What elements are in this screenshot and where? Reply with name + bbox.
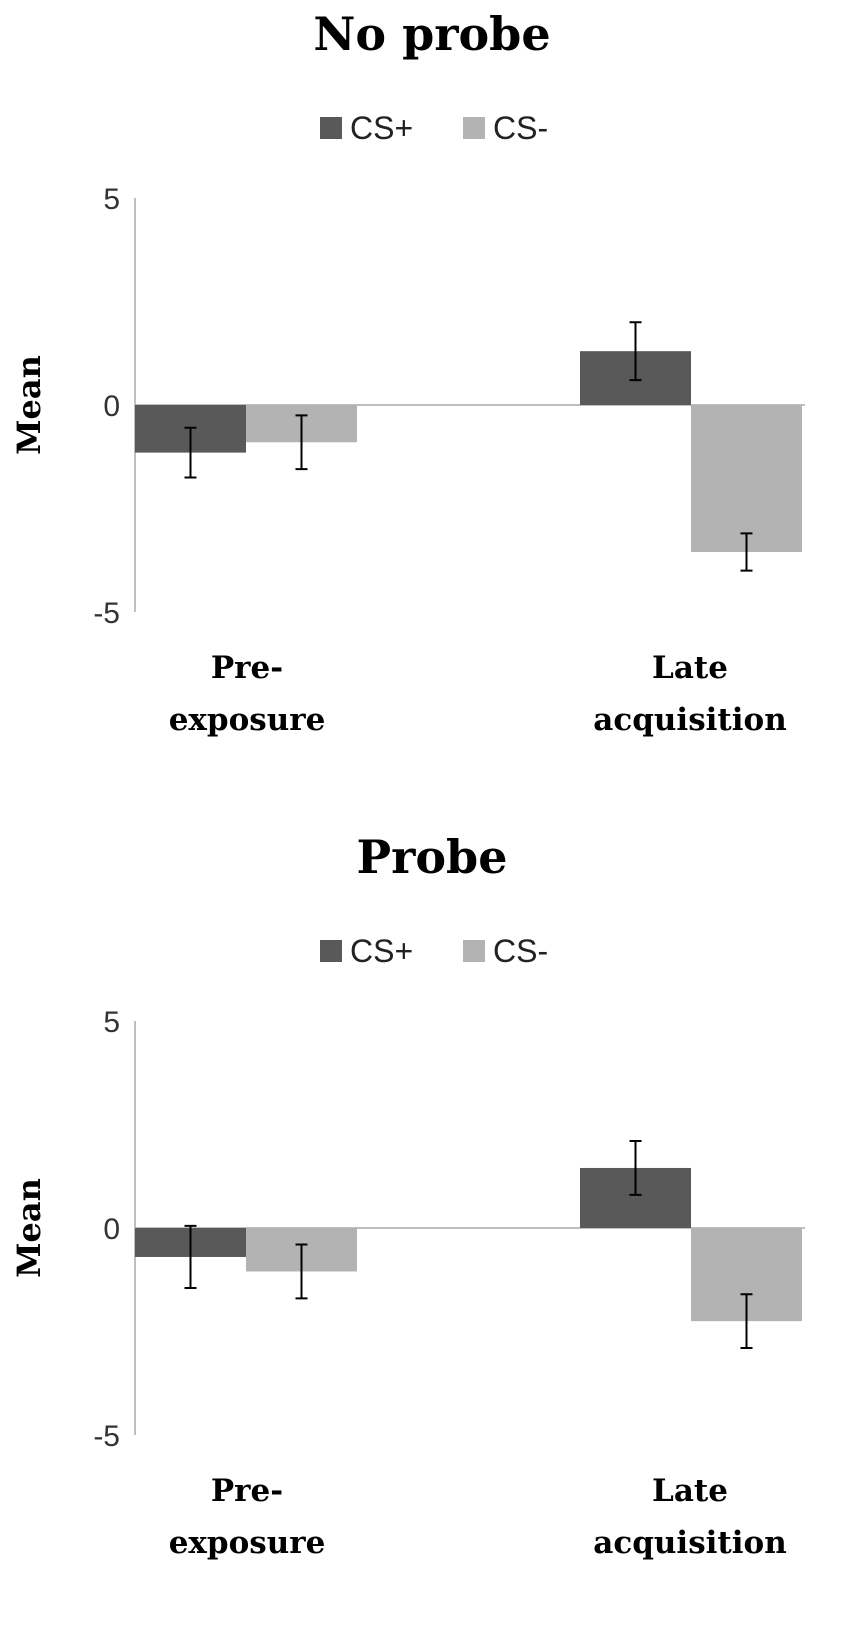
bar-cs-minus-late-acquisition [691,405,802,552]
x-category-label-late-line2: acquisition [593,702,787,738]
legend-swatch-cs-minus [463,117,485,139]
error-bar-cs-minus-pre-exposure [295,1243,308,1300]
error-bar-cs-plus-late-acquisition [629,1140,642,1196]
error-bar-cs-minus-pre-exposure [295,414,308,471]
x-category-label-late-line1: Late [652,1473,728,1509]
y-axis-label: Mean [10,355,48,455]
x-category-label-pre-line2: exposure [169,702,326,738]
bars-group [135,321,802,572]
y-tick-label-max: 5 [103,183,120,216]
chart-probe: Probe CS+ CS- 5 0 -5 Mean Pre- exposure … [10,830,805,1561]
error-bar-cs-plus-pre-exposure [184,1224,197,1290]
legend-label-cs-plus: CS+ [350,933,413,969]
legend-swatch-cs-minus [463,940,485,962]
legend: CS+ CS- [320,110,548,146]
error-bar-cs-plus-late-acquisition [629,321,642,382]
error-bar-cs-plus-pre-exposure [184,426,197,479]
y-axis-label: Mean [10,1178,48,1278]
y-tick-label-min: -5 [93,1420,120,1453]
error-bar-cs-minus-late-acquisition [740,1293,753,1350]
bars-group [135,1140,802,1350]
x-category-label-late-line1: Late [652,650,728,686]
chart-title: No probe [313,7,550,61]
legend-label-cs-plus: CS+ [350,110,413,146]
legend-label-cs-minus: CS- [493,933,548,969]
x-category-label-pre-line2: exposure [169,1525,326,1561]
y-tick-label-min: -5 [93,597,120,630]
chart-panel-no-probe: No probe CS+ CS- 5 0 -5 Mean Pre- exposu… [10,7,805,738]
y-tick-label-max: 5 [103,1006,120,1039]
x-category-label-pre-line1: Pre- [211,1473,283,1509]
chart-no-probe: No probe CS+ CS- 5 0 -5 Mean Pre- exposu… [10,7,805,738]
chart-title: Probe [357,830,508,884]
error-bar-cs-minus-late-acquisition [740,532,753,572]
legend-label-cs-minus: CS- [493,110,548,146]
legend-swatch-cs-plus [320,117,342,139]
legend: CS+ CS- [320,933,548,969]
x-category-label-pre-line1: Pre- [211,650,283,686]
x-category-label-late-line2: acquisition [593,1525,787,1561]
legend-swatch-cs-plus [320,940,342,962]
chart-panel-probe: Probe CS+ CS- 5 0 -5 Mean Pre- exposure … [0,823,850,1646]
y-tick-label-zero: 0 [103,1213,120,1246]
y-tick-label-zero: 0 [103,390,120,423]
